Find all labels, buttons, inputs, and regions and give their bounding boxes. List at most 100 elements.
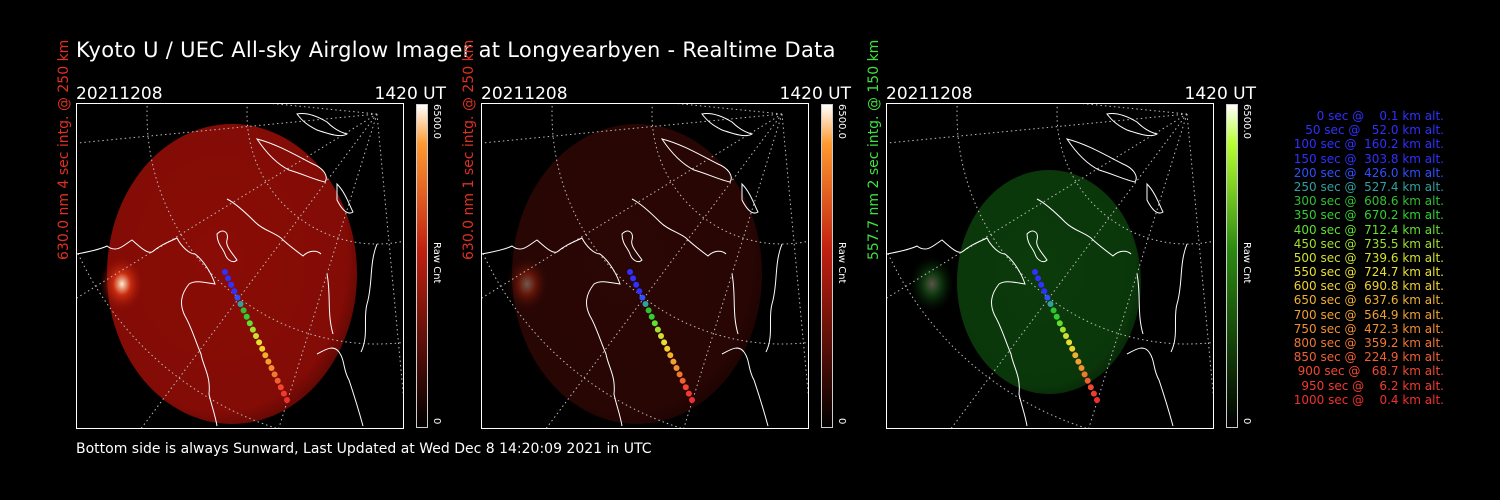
trajectory-point [1090,390,1097,397]
trajectory-point [1075,358,1082,365]
trajectory-point [240,307,247,314]
trajectory-point [256,339,263,346]
colorbar-unit-label: Raw Cnt [431,242,442,284]
trajectory-point [1087,384,1094,391]
trajectory-point [651,320,658,327]
aurora-spot [910,256,954,312]
legend-item: 550 sec @ 724.7 km alt. [1289,265,1444,280]
update-footer: Bottom side is always Sunward, Last Upda… [76,441,652,457]
imager-panel-557-2s: 20211208 1420 UT 6500.0 Raw Cnt 0 [886,84,1256,430]
trajectory-point [676,371,683,378]
trajectory-point [253,333,259,339]
legend-item: 0 sec @ 0.1 km alt. [1305,109,1444,123]
trajectory-point [1072,352,1079,359]
trajectory-point [1041,288,1048,295]
trajectory-point [1078,365,1085,371]
trajectory-point [670,358,677,365]
trajectory-point [679,377,686,384]
panel-ylabel: 630.0 nm 1 sec intg. @ 250 km [461,39,477,260]
trajectory-point [661,339,668,346]
trajectory-point [1084,377,1091,384]
trajectory-point [689,397,695,403]
trajectory-point [1066,339,1073,346]
trajectory-point [664,345,671,352]
colorbar [821,104,833,428]
airglow-field [107,124,357,424]
aurora-spot [100,256,144,312]
legend-item: 800 sec @ 359.2 km alt. [1289,336,1444,350]
colorbar-min-label: 0 [836,418,847,425]
trajectory-point [246,320,253,327]
trajectory-point [271,371,278,378]
panel-ylabel: 557.7 nm 2 sec intg. @ 150 km [866,39,882,260]
legend-item: 700 sec @ 564.9 km alt. [1289,307,1444,322]
trajectory-point [268,365,275,371]
trajectory-point [284,397,290,403]
colorbar-max-label: 6500.0 [836,104,847,139]
trajectory-point [274,377,281,384]
trajectory-point [642,301,649,307]
trajectory-point [249,326,256,333]
trajectory-point [673,365,680,371]
trajectory-point [682,384,689,391]
legend-item: 250 sec @ 527.4 km alt. [1289,179,1444,194]
sky-image [481,103,809,429]
legend-item: 450 sec @ 735.5 km alt. [1289,236,1444,251]
panel-time: 1420 UT [374,84,447,104]
trajectory-point [1044,294,1051,301]
trajectory-point [1047,301,1054,307]
colorbar-min-label: 0 [1241,418,1252,425]
panel-time: 1420 UT [1184,84,1257,104]
trajectory-point [228,281,235,288]
trajectory-point [1050,307,1057,314]
trajectory-point [265,358,272,365]
legend-item: 300 sec @ 608.6 km alt. [1289,194,1444,209]
legend-item: 1000 sec @ 0.4 km alt. [1293,392,1444,407]
colorbar [1226,104,1238,428]
trajectory-point [1056,320,1063,327]
trajectory-point [225,275,232,282]
aurora-spot [505,256,549,312]
trajectory-point [1059,326,1066,333]
page-title: Kyoto U / UEC All-sky Airglow Imager at … [76,38,836,62]
sky-image-svg [887,104,1213,428]
trajectory-point [1081,371,1088,378]
legend-item: 650 sec @ 637.6 km alt. [1289,293,1444,308]
panel-date: 20211208 [481,84,568,104]
legend-item: 900 sec @ 68.7 km alt. [1293,364,1444,379]
trajectory-point [1053,313,1060,320]
imager-panel-630-1s: 20211208 1420 UT 6500.0 Raw Cnt 0 [481,84,851,430]
colorbar-max-label: 6500.0 [1241,104,1252,139]
trajectory-point [237,301,244,307]
legend-item: 500 sec @ 739.6 km alt. [1289,250,1444,265]
panel-ylabel: 630.0 nm 4 sec intg. @ 250 km [56,39,72,260]
panel-time: 1420 UT [779,84,852,104]
panel-date: 20211208 [76,84,163,104]
imager-panel-630-4s: 20211208 1420 UT 6500.0 Raw Cnt 0 [76,84,446,430]
trajectory-point [627,269,633,275]
trajectory-legend: 0 sec @ 0.1 km alt. 50 sec @ 52.0 km alt… [1262,109,1444,407]
trajectory-point [639,294,646,301]
trajectory-point [654,326,661,333]
colorbar-min-label: 0 [431,418,442,425]
trajectory-point [1035,275,1042,282]
trajectory-point [658,333,664,339]
trajectory-point [685,390,692,397]
trajectory-point [277,384,284,391]
legend-item: 350 sec @ 670.2 km alt. [1289,208,1444,223]
legend-item: 100 sec @ 160.2 km alt. [1289,137,1444,152]
legend-item: 400 sec @ 712.4 km alt. [1289,222,1444,237]
sky-image-svg [77,104,403,428]
airglow-field [512,124,762,424]
trajectory-point [1038,281,1045,288]
trajectory-point [636,288,643,295]
trajectory-point [1063,333,1069,339]
trajectory-point [630,275,637,282]
trajectory-point [222,269,228,275]
legend-item: 600 sec @ 690.8 km alt. [1289,279,1444,294]
trajectory-point [648,313,655,320]
trajectory-point [1032,269,1038,275]
panel-date: 20211208 [886,84,973,104]
trajectory-point [645,307,652,314]
colorbar-max-label: 6500.0 [431,104,442,139]
